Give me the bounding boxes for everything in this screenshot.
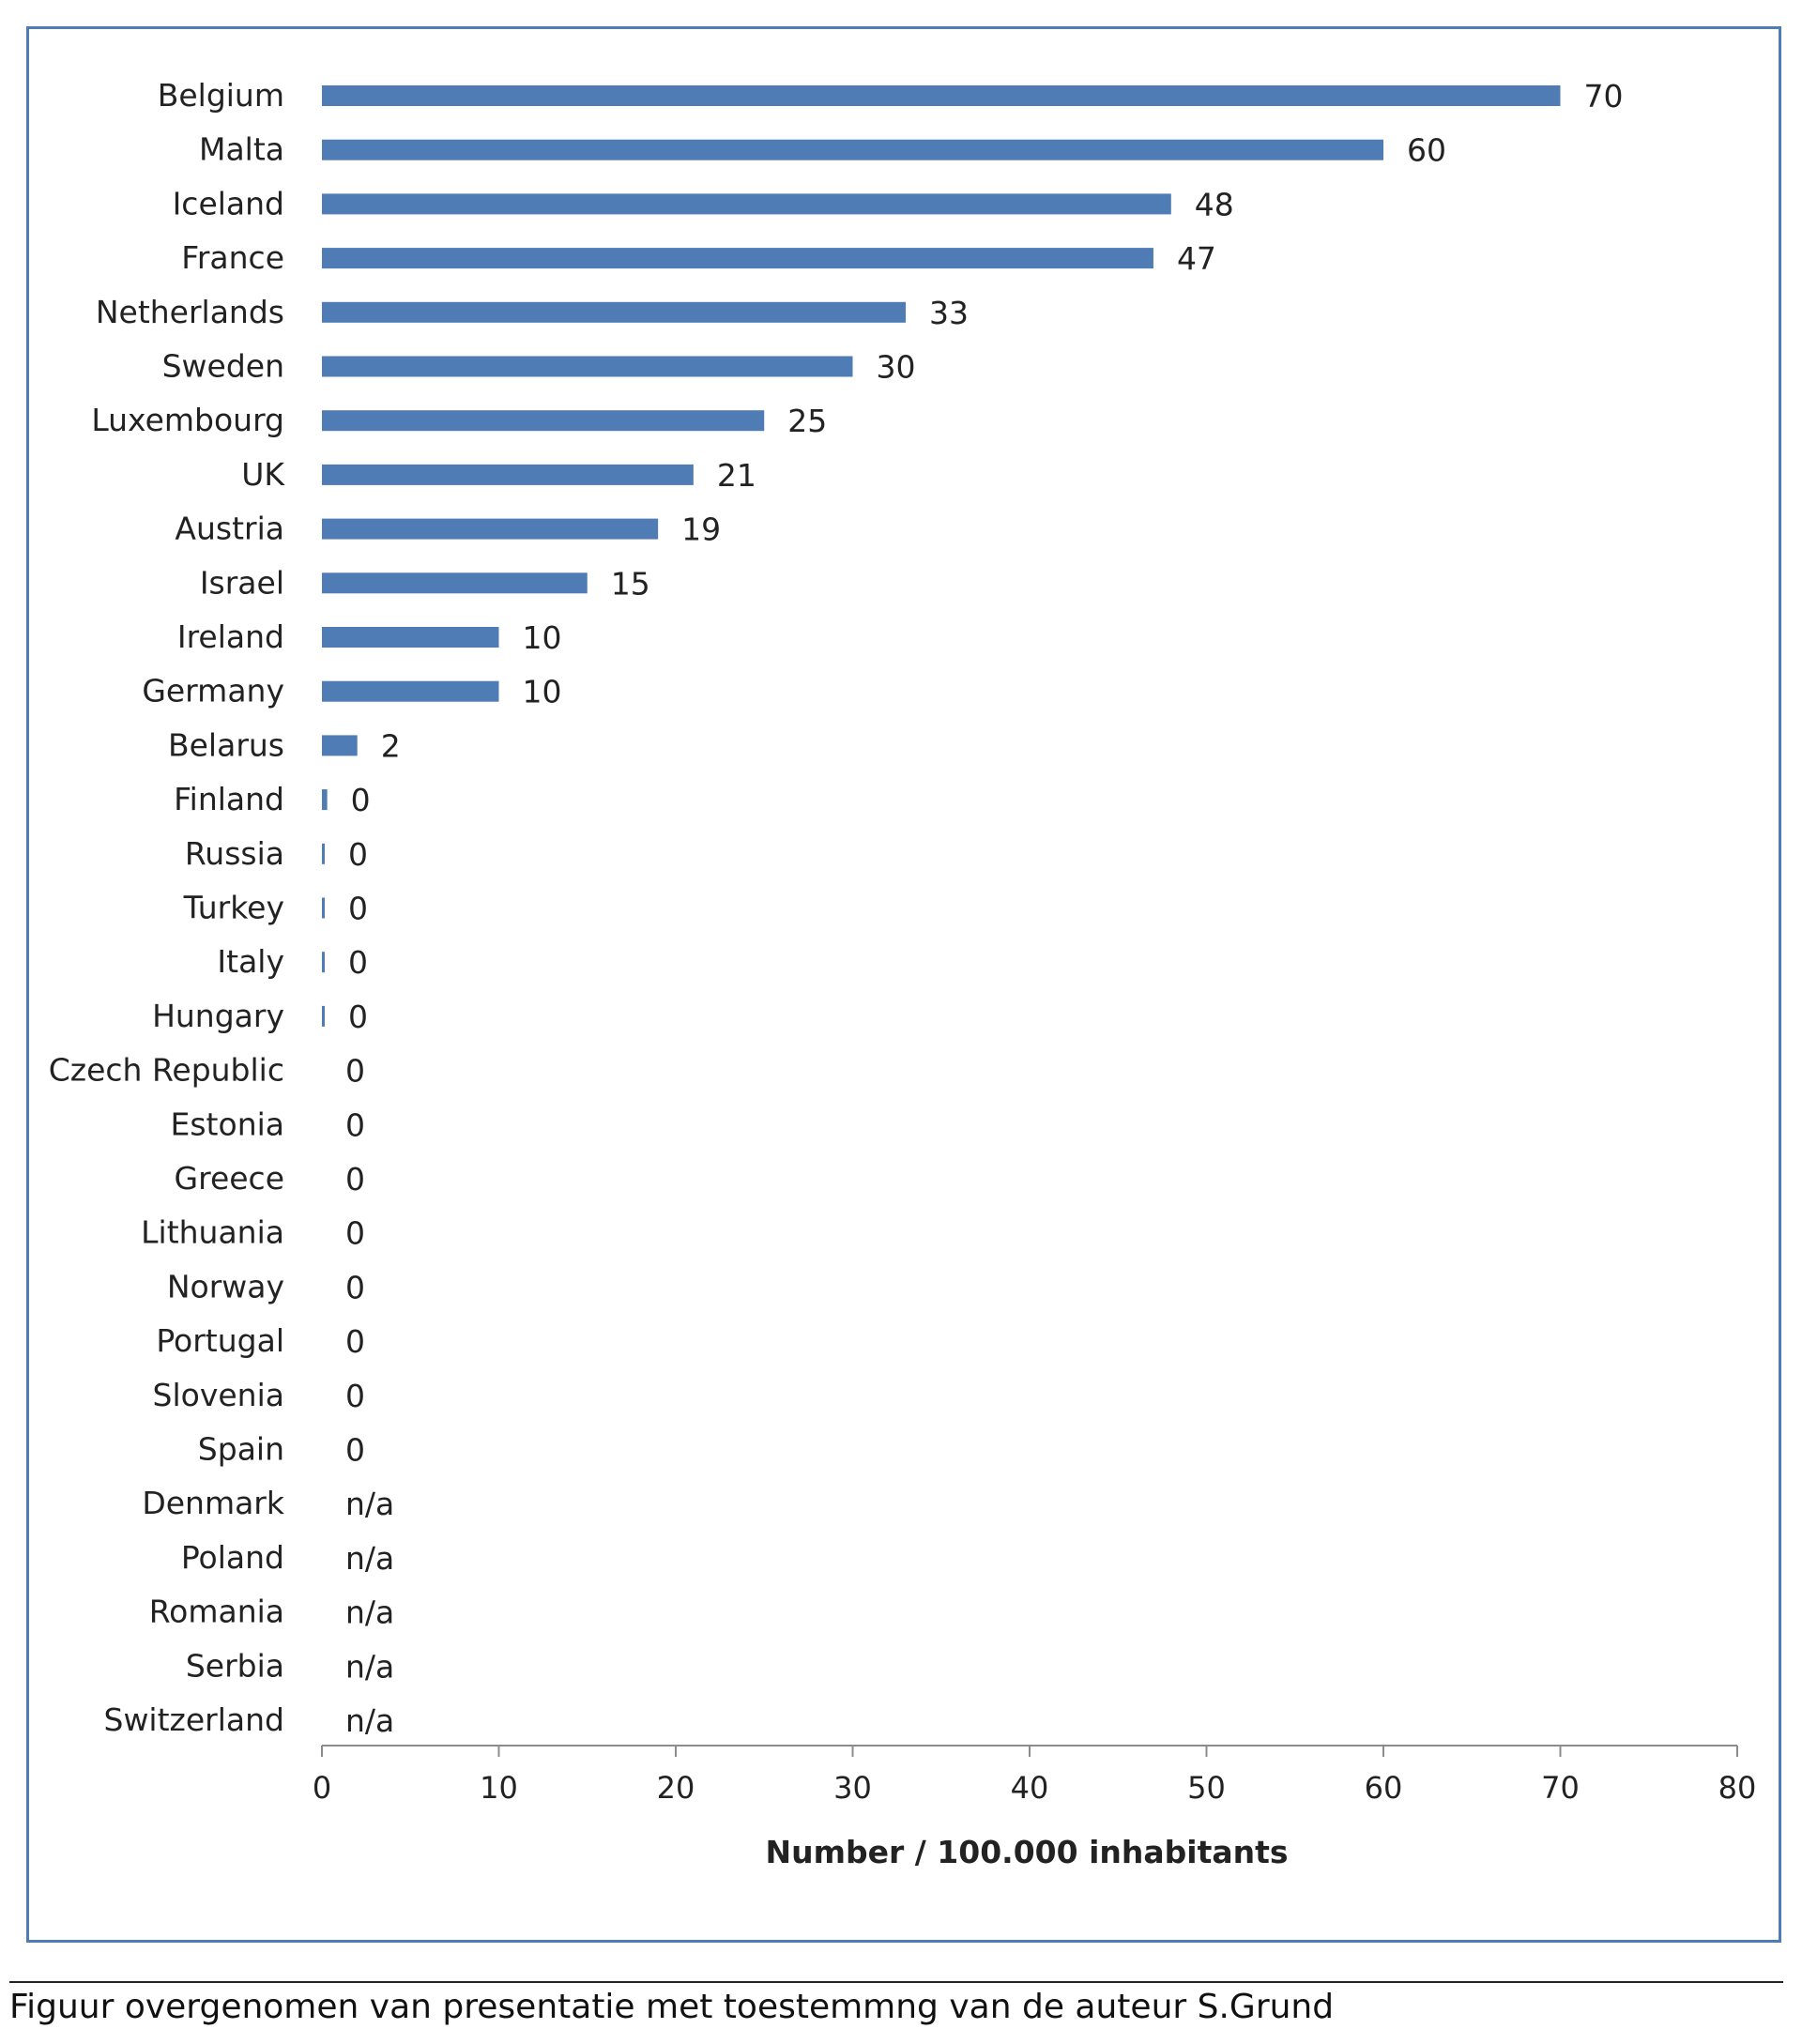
data-label: 0 (345, 1215, 365, 1252)
category-label: UK (241, 456, 285, 493)
data-label: 0 (345, 1161, 365, 1197)
data-label: 33 (929, 295, 969, 331)
bar (322, 464, 694, 485)
category-label: Spain (198, 1431, 284, 1468)
category-label: Estonia (171, 1106, 284, 1142)
bar (322, 735, 358, 756)
bar (322, 139, 1383, 160)
category-label: Netherlands (96, 294, 284, 330)
bar (322, 85, 1561, 106)
x-tick-label: 70 (1541, 1770, 1580, 1806)
x-tick-label: 30 (833, 1770, 872, 1806)
category-label: Turkey (183, 890, 284, 926)
bar (322, 789, 328, 811)
data-label: 0 (348, 944, 368, 981)
x-tick-label: 0 (313, 1770, 331, 1806)
data-label: 0 (345, 1053, 365, 1090)
x-tick-label: 40 (1011, 1770, 1049, 1806)
data-label: 0 (345, 1378, 365, 1414)
data-label: 10 (523, 674, 562, 710)
bar (322, 518, 659, 540)
category-label: Iceland (173, 185, 284, 221)
data-label: 2 (381, 727, 401, 764)
category-label: Norway (167, 1268, 284, 1304)
category-label: Hungary (152, 998, 284, 1034)
category-label: Luxembourg (91, 402, 284, 438)
category-label: Austria (175, 511, 284, 547)
bar (322, 410, 765, 432)
category-label: Slovenia (153, 1377, 284, 1413)
category-label: Malta (199, 131, 284, 168)
data-label: 0 (345, 1106, 365, 1143)
data-label: 15 (611, 565, 650, 602)
bar (322, 301, 907, 323)
chart-frame (26, 26, 1781, 1943)
category-label: Poland (181, 1539, 284, 1576)
data-label: 10 (523, 619, 562, 656)
x-tick-label: 10 (480, 1770, 518, 1806)
x-axis-title: Number / 100.000 inhabitants (765, 1834, 1288, 1870)
data-label: 0 (345, 1323, 365, 1360)
data-label: 0 (351, 782, 371, 818)
category-label: France (181, 239, 284, 276)
x-tick-label: 20 (657, 1770, 695, 1806)
x-tick-label: 50 (1187, 1770, 1226, 1806)
bar (322, 627, 499, 648)
data-label: 70 (1584, 78, 1624, 114)
data-label: n/a (345, 1648, 394, 1685)
bar (322, 193, 1171, 215)
category-label: Italy (217, 943, 284, 980)
data-label: 48 (1195, 186, 1234, 222)
data-label: 21 (717, 457, 756, 494)
category-label: Belarus (168, 726, 284, 763)
caption-divider (9, 1981, 1783, 1983)
data-label: 19 (681, 511, 721, 548)
data-label: 0 (348, 891, 368, 927)
bar (322, 897, 325, 919)
data-label: 0 (348, 999, 368, 1035)
category-label: Sweden (162, 348, 284, 385)
category-label: Greece (175, 1160, 284, 1197)
data-label: n/a (345, 1486, 394, 1522)
category-label: Israel (200, 564, 284, 601)
data-label: 60 (1407, 132, 1446, 169)
data-label: n/a (345, 1594, 394, 1631)
category-label: Switzerland (104, 1701, 285, 1738)
data-label: 0 (345, 1269, 365, 1305)
bar (322, 952, 325, 973)
bar (322, 680, 499, 702)
category-label: Denmark (142, 1485, 285, 1521)
data-label: 0 (348, 836, 368, 873)
category-label: Finland (174, 781, 284, 817)
bar (322, 843, 325, 864)
bar (322, 1005, 325, 1027)
category-label: Czech Republic (49, 1052, 284, 1089)
data-label: n/a (345, 1702, 394, 1739)
category-label: Russia (185, 835, 284, 872)
category-label: Lithuania (141, 1214, 284, 1251)
category-label: Portugal (156, 1322, 284, 1359)
x-tick-label: 80 (1718, 1770, 1757, 1806)
category-label: Belgium (158, 77, 284, 114)
bar (322, 248, 1153, 269)
figure-caption: Figuur overgenomen van presentatie met t… (9, 1988, 1335, 2026)
bar (322, 356, 853, 377)
bar (322, 572, 588, 594)
category-label: Romania (149, 1594, 284, 1630)
category-label: Germany (142, 673, 284, 709)
data-label: 30 (877, 349, 916, 386)
category-label: Serbia (186, 1647, 284, 1684)
data-label: 0 (345, 1432, 365, 1469)
x-tick-label: 60 (1365, 1770, 1403, 1806)
data-label: 47 (1177, 240, 1216, 277)
category-label: Ireland (177, 618, 284, 655)
data-label: 25 (787, 403, 827, 439)
data-label: n/a (345, 1540, 394, 1577)
